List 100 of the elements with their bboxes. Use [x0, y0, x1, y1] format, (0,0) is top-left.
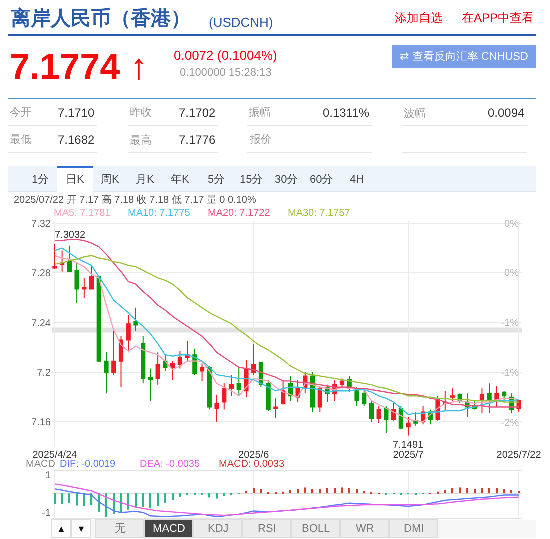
- candlestick: [376, 406, 382, 424]
- text: 周K: [101, 174, 120, 186]
- text: MA20: 7.1722: [208, 208, 271, 219]
- text: 7.1776: [179, 133, 216, 147]
- y-tick-label: 7.32: [32, 218, 52, 230]
- candlestick: [222, 383, 227, 410]
- y2-tick-label: 0%: [504, 268, 520, 280]
- candlestick: [487, 383, 492, 414]
- text: 最高: [130, 134, 152, 147]
- candlestick: [480, 388, 485, 414]
- candlestick: [414, 412, 418, 426]
- candlestick: [406, 416, 411, 436]
- line-series: [54, 484, 520, 516]
- y2-tick-label: 0%: [504, 219, 520, 230]
- candlestick: [494, 386, 500, 408]
- candlestick: [89, 265, 94, 290]
- candlestick: [502, 390, 507, 403]
- text: 7.1682: [58, 133, 96, 147]
- annotation: 7.3032: [55, 230, 86, 241]
- candlestick: [82, 278, 87, 298]
- chart-subtitle: 2025/07/22 开 7.17 高 7.18 收 7.18 低 7.17 量 0 0.10%: [14, 194, 256, 206]
- text: 振幅: [249, 107, 271, 119]
- text: 15分: [240, 174, 264, 186]
- text: MACD: [153, 523, 186, 535]
- text: 60分: [310, 174, 334, 186]
- text: 最低: [10, 134, 32, 146]
- y-tick-label: -1: [42, 508, 52, 519]
- candlestick: [281, 379, 286, 406]
- chart-title: MACD: [26, 459, 56, 470]
- line-series: [54, 488, 520, 518]
- candlestick: [274, 398, 278, 419]
- text: MA30: 7.1757: [288, 208, 351, 219]
- candlestick: [200, 363, 205, 382]
- x-tick-label: 2025/6: [238, 450, 270, 461]
- y-tick-label: 1: [45, 470, 52, 482]
- candlestick: [67, 245, 72, 272]
- text: 5分: [208, 174, 226, 186]
- candlestick: [266, 379, 271, 412]
- candlestick: [52, 244, 58, 270]
- text: 0.1311%: [323, 106, 370, 120]
- candlestick: [354, 386, 360, 407]
- x-tick-label: 2025/4/24: [32, 450, 78, 461]
- candlestick: [229, 374, 234, 397]
- y-tick-label: 7.28: [32, 268, 52, 280]
- text: 报价: [249, 134, 272, 146]
- text: ⇄ 查看反向汇率 CNHUSD: [400, 50, 528, 63]
- text: 7.1702: [179, 106, 216, 120]
- y2-tick-label: -2%: [501, 418, 520, 429]
- candlestick: [214, 394, 220, 423]
- candlestick: [156, 352, 160, 386]
- text: 0.0072 (0.1004%): [174, 48, 278, 63]
- candlestick: [252, 343, 256, 376]
- y-tick-label: 7.16: [32, 418, 52, 429]
- y2-tick-label: -1%: [501, 368, 520, 380]
- candlestick: [340, 378, 345, 390]
- text: ▼: [77, 524, 86, 534]
- candlestick: [236, 367, 242, 397]
- candlestick: [450, 388, 456, 402]
- y2-tick-label: -1%: [501, 318, 520, 330]
- text: ▲: [57, 524, 66, 534]
- annotation: 7.1491: [393, 440, 424, 451]
- candlestick: [148, 368, 154, 402]
- text: RSI: [258, 523, 276, 535]
- text: 1分: [32, 174, 50, 186]
- candlestick: [185, 340, 190, 362]
- text: 0.100000 15:28:13: [180, 67, 272, 79]
- text: MA10: 7.1775: [128, 208, 191, 219]
- text: MA5: 7.1781: [54, 208, 112, 219]
- text: 昨收: [130, 107, 152, 119]
- candlestick: [141, 336, 146, 384]
- text: 年K: [171, 174, 190, 186]
- text: 离岸人民币（香港）: [10, 7, 191, 30]
- candlestick: [384, 406, 389, 434]
- candlestick: [74, 262, 80, 304]
- text: 日K: [66, 174, 85, 186]
- x-tick-label: 2025/7: [393, 450, 424, 461]
- candlestick: [362, 389, 367, 407]
- text: KDJ: [208, 523, 229, 535]
- text: 在APP中查看: [462, 11, 534, 25]
- text: 30分: [275, 174, 298, 186]
- candlestick: [318, 386, 322, 413]
- text: DEA: -0.0035: [140, 459, 200, 470]
- candlestick: [118, 336, 124, 388]
- text: BOLL: [302, 523, 330, 535]
- text: (USDCNH): [209, 15, 274, 30]
- candlestick: [134, 307, 138, 332]
- candlestick: [178, 350, 182, 370]
- text: 波幅: [404, 107, 426, 120]
- text: WR: [356, 523, 374, 535]
- candlestick: [96, 276, 102, 364]
- series-label: DIF: -0.0019: [60, 459, 116, 470]
- text: 添加自选: [395, 11, 443, 25]
- candlestick: [104, 352, 109, 394]
- y-tick-label: 7.2: [37, 368, 52, 379]
- y-tick-label: 7.24: [32, 318, 52, 330]
- text: 无: [115, 523, 126, 535]
- text: DMI: [404, 523, 424, 535]
- text: 0.0094: [488, 106, 526, 120]
- candlestick: [60, 250, 65, 272]
- candlestick: [112, 330, 116, 376]
